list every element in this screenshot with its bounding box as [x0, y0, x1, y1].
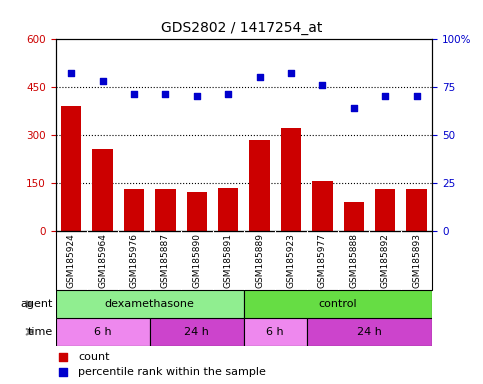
Point [59, 354, 67, 360]
Bar [92, 149, 113, 231]
Point [99, 78, 107, 84]
Bar [249, 140, 270, 231]
Text: GSM185890: GSM185890 [192, 233, 201, 288]
Bar [343, 202, 364, 231]
Text: GSM185887: GSM185887 [161, 233, 170, 288]
Point [412, 93, 420, 99]
Text: dexamethasone: dexamethasone [105, 299, 195, 309]
Text: GSM185924: GSM185924 [67, 233, 76, 288]
Bar [375, 189, 396, 231]
Bar [244, 290, 432, 318]
Text: percentile rank within the sample: percentile rank within the sample [78, 367, 266, 377]
Bar [281, 128, 301, 231]
Point [350, 105, 357, 111]
Text: GSM185891: GSM185891 [224, 233, 233, 288]
Point [59, 369, 67, 375]
Text: GSM185976: GSM185976 [129, 233, 139, 288]
Bar [56, 318, 150, 346]
Bar [124, 189, 144, 231]
Text: GSM185923: GSM185923 [286, 233, 296, 288]
Text: 24 h: 24 h [185, 327, 209, 337]
Point [319, 82, 327, 88]
Point [68, 70, 75, 76]
Bar [218, 188, 239, 231]
Text: GSM185892: GSM185892 [381, 233, 390, 288]
Point [382, 93, 389, 99]
Text: 6 h: 6 h [267, 327, 284, 337]
Text: GSM185888: GSM185888 [349, 233, 358, 288]
Bar [155, 189, 176, 231]
Text: count: count [78, 352, 110, 362]
Bar [186, 192, 207, 231]
Point [161, 91, 170, 98]
Text: GDS2802 / 1417254_at: GDS2802 / 1417254_at [161, 21, 322, 35]
Text: GSM185977: GSM185977 [318, 233, 327, 288]
Point [256, 74, 264, 80]
Text: GSM185889: GSM185889 [255, 233, 264, 288]
Bar [56, 290, 244, 318]
Point [287, 70, 295, 76]
Text: GSM185893: GSM185893 [412, 233, 421, 288]
Bar [244, 318, 307, 346]
Bar [406, 189, 427, 231]
Text: time: time [28, 327, 53, 337]
Text: 24 h: 24 h [357, 327, 382, 337]
Point [193, 93, 201, 99]
Bar [61, 106, 82, 231]
Point [224, 91, 232, 98]
Text: 6 h: 6 h [94, 327, 112, 337]
Text: agent: agent [21, 299, 53, 309]
Text: GSM185964: GSM185964 [98, 233, 107, 288]
Point [130, 91, 138, 98]
Text: control: control [319, 299, 357, 309]
Bar [307, 318, 432, 346]
Bar [312, 181, 333, 231]
Bar [150, 318, 244, 346]
